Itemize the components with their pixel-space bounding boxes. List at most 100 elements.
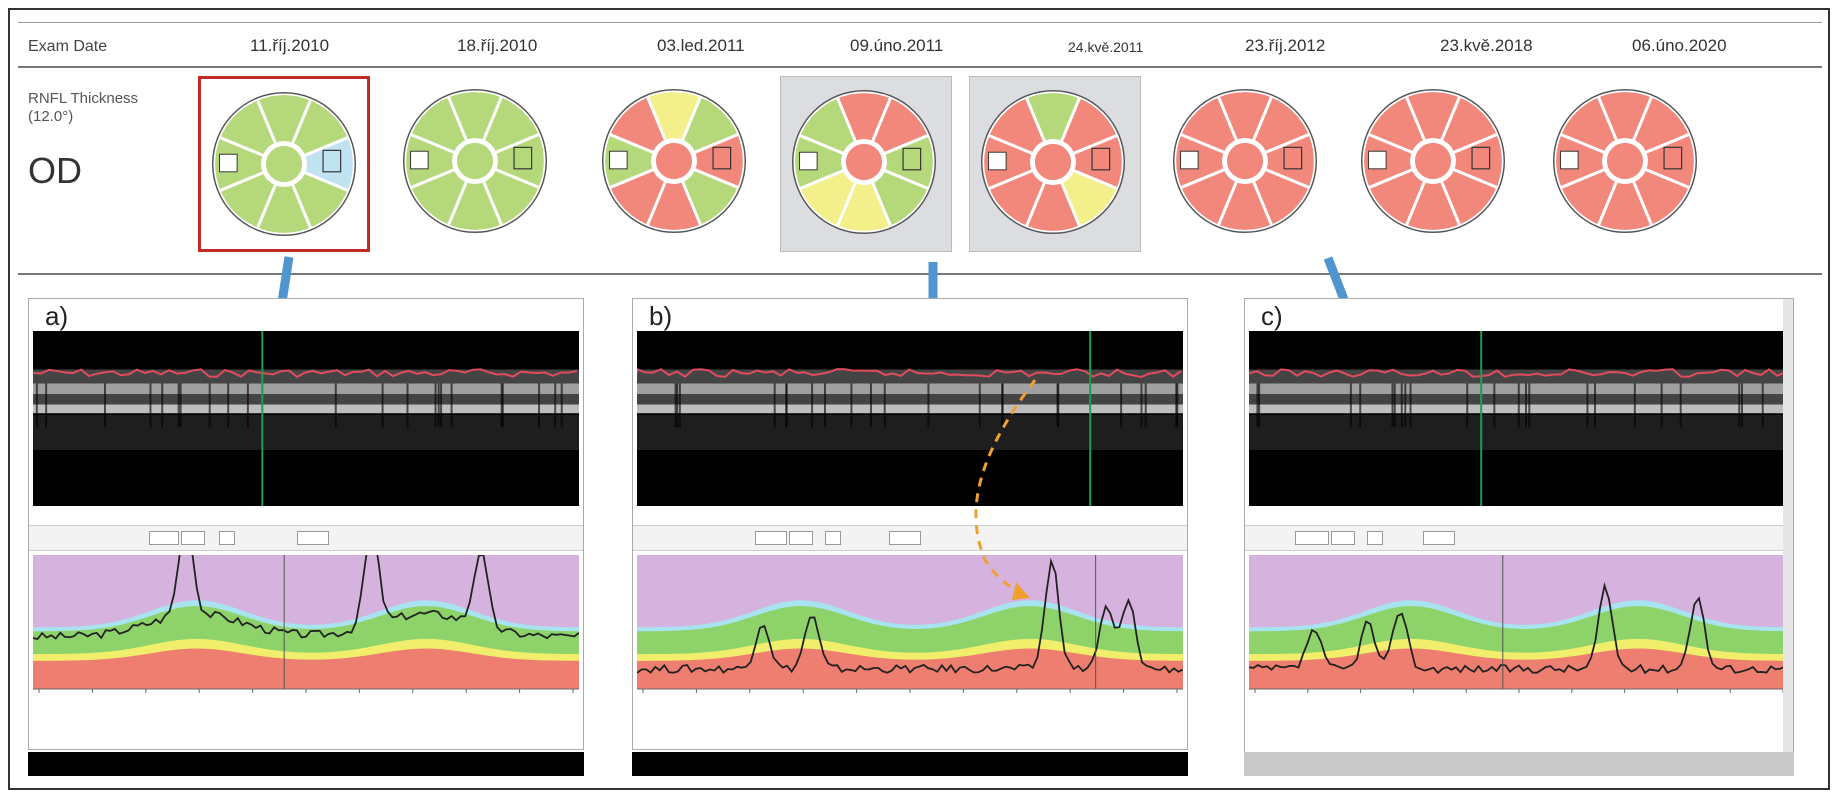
exam-date-5: 24.kvě.2011: [1068, 39, 1144, 55]
rnfl-wheel-6[interactable]: [1162, 76, 1334, 252]
rnfl-wheel-7[interactable]: [1350, 76, 1522, 252]
rnfl-wheel-1[interactable]: [198, 76, 370, 252]
thickness-plot-c: [1249, 555, 1789, 725]
rnfl-sector: [881, 133, 936, 191]
sector-marker: [799, 151, 818, 171]
panel-label-b: b): [649, 301, 673, 331]
rnfl-sector: [492, 132, 547, 190]
scrollbar-track[interactable]: [1783, 299, 1793, 755]
rnfl-sector: [1558, 94, 1619, 155]
measured-thickness-line: [637, 557, 1183, 674]
scan-toolbar-b[interactable]: [633, 525, 1187, 551]
rnfl-sector: [1596, 178, 1654, 233]
rnfl-wheel-8[interactable]: [1542, 76, 1714, 252]
scan-footer-b: [632, 752, 1188, 776]
scan-toolbar-a[interactable]: [29, 525, 583, 551]
rnfl-sector: [446, 89, 504, 144]
rnfl-outer-ring: [402, 88, 548, 234]
oct-bscan-c: [1249, 331, 1789, 506]
rnfl-wheel-2[interactable]: [392, 76, 564, 252]
rnfl-sector: [408, 94, 469, 155]
rnfl-center-sector: [1032, 141, 1074, 183]
rnfl-sector: [1366, 94, 1427, 155]
layer-select[interactable]: [889, 531, 921, 545]
rnfl-sector: [255, 181, 313, 236]
rnfl-center-sector: [263, 143, 305, 185]
thickness-plot-a: [33, 555, 579, 725]
retina-layer: [637, 404, 1183, 414]
zoom-stepper[interactable]: [789, 531, 813, 545]
figure-frame: [8, 8, 1830, 790]
exam-date-4: 09.úno.2011: [850, 36, 944, 55]
scan-panel-a: a): [28, 298, 584, 750]
zoom-stepper[interactable]: [1331, 531, 1355, 545]
layer-select[interactable]: [1423, 531, 1455, 545]
rnfl-outer-ring: [980, 89, 1126, 235]
oct-bscan-b: [637, 331, 1183, 506]
measured-thickness-line: [1249, 582, 1789, 675]
rnfl-sector: [301, 135, 356, 193]
thickness-plot-b: [637, 555, 1183, 725]
view-button[interactable]: [1367, 531, 1383, 545]
zoom-stepper[interactable]: [181, 531, 205, 545]
rnfl-outer-ring: [1360, 88, 1506, 234]
rnfl-outer-ring: [1172, 88, 1318, 234]
sector-marker: [902, 147, 922, 171]
rnfl-sector: [645, 89, 703, 144]
layer-select[interactable]: [297, 531, 329, 545]
retina-layer: [33, 404, 579, 414]
bscan-graphic: [33, 331, 579, 506]
ilm-segmentation-line: [1249, 368, 1786, 378]
rnfl-wheel-5[interactable]: [969, 76, 1141, 252]
normative-band-abnormal: [33, 648, 579, 689]
sector-marker: [1560, 150, 1579, 170]
thickness-plot-graphic: [637, 555, 1183, 693]
rnfl-sector: [1596, 89, 1654, 144]
exam-date-3: 03.led.2011: [657, 36, 745, 55]
rnfl-center-sector: [1604, 140, 1646, 182]
thickness-plot-graphic: [33, 555, 579, 693]
rnfl-sector: [607, 94, 668, 155]
sector-marker: [1663, 146, 1683, 170]
view-button[interactable]: [219, 531, 235, 545]
zoom-select[interactable]: [149, 531, 179, 545]
rnfl-thickness-label: RNFL Thickness (12.0°): [28, 90, 139, 125]
eye-label: OD: [28, 150, 82, 191]
sector-marker: [988, 151, 1007, 171]
retina-layer: [637, 383, 1183, 394]
rnfl-sector: [1553, 132, 1608, 190]
rnfl-outer-ring: [791, 89, 937, 235]
rnfl-sector: [645, 178, 703, 233]
oct-bscan-a: [33, 331, 579, 506]
rnfl-wheel-4[interactable]: [780, 76, 952, 252]
exam-date-7: 23.kvě.2018: [1440, 36, 1533, 55]
zoom-select[interactable]: [755, 531, 787, 545]
sector-marker: [1368, 150, 1387, 170]
scan-toolbar-c[interactable]: [1245, 525, 1793, 551]
retina-layer: [33, 415, 579, 450]
rnfl-sector: [986, 95, 1047, 156]
exam-date-2: 18.říj.2010: [457, 36, 538, 55]
rnfl-outer-ring: [211, 91, 357, 237]
rnfl-sector: [835, 90, 893, 145]
zoom-select[interactable]: [1295, 531, 1329, 545]
rnfl-sector: [1070, 133, 1125, 191]
sector-marker: [1091, 147, 1111, 171]
rnfl-center-sector: [454, 140, 496, 182]
header-divider: [18, 66, 1822, 68]
retina-layer: [33, 383, 579, 394]
rnfl-center-sector: [653, 140, 695, 182]
rnfl-sector: [1178, 94, 1239, 155]
rnfl-sector: [217, 97, 278, 158]
sector-marker: [609, 150, 628, 170]
panel-label-a: a): [45, 301, 69, 331]
rnfl-sector: [602, 132, 657, 190]
rnfl-wheel-3[interactable]: [591, 76, 763, 252]
view-button[interactable]: [825, 531, 841, 545]
panel-label-c: c): [1261, 301, 1283, 331]
rnfl-sector: [212, 135, 267, 193]
scan-panel-b: b): [632, 298, 1188, 750]
rnfl-sector: [403, 132, 458, 190]
rnfl-sector: [1262, 132, 1317, 190]
measured-thickness-line: [33, 555, 579, 640]
